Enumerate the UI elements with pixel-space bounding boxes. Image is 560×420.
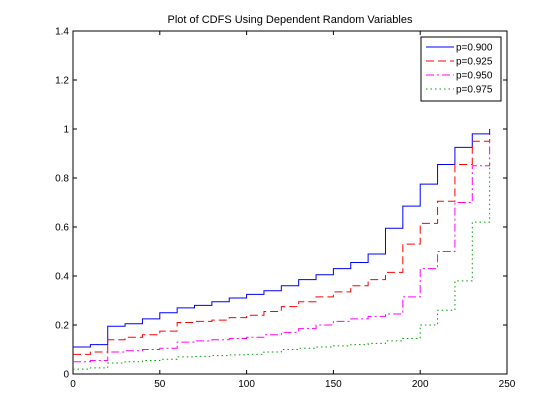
- series-line-2: [73, 133, 491, 355]
- chart-title: Plot of CDFS Using Dependent Random Vari…: [168, 14, 413, 26]
- x-tick-label: 100: [238, 379, 255, 390]
- x-tick-label: 150: [325, 379, 342, 390]
- x-tick-label: 0: [70, 379, 76, 390]
- y-tick-label: 1.2: [55, 76, 69, 87]
- y-tick-label: 0.4: [55, 272, 69, 283]
- series-line-3: [73, 141, 491, 363]
- x-tick-label: 50: [154, 379, 166, 390]
- y-tick-label: 0.2: [55, 321, 69, 332]
- legend-label-2: p=0.925: [456, 57, 493, 68]
- legend: p=0.900 p=0.925 p=0.950 p=0.975: [420, 36, 502, 102]
- series-line-1: [73, 129, 491, 348]
- y-tick-label: 0: [63, 370, 69, 381]
- plot-frame: [72, 30, 508, 375]
- legend-label-3: p=0.950: [456, 71, 493, 82]
- y-tick-label: 1.4: [55, 27, 69, 38]
- y-tick-label: 0.6: [55, 223, 69, 234]
- y-tick-label: 0.8: [55, 174, 69, 185]
- legend-label-4: p=0.975: [456, 85, 493, 96]
- x-tick-label: 200: [412, 379, 429, 390]
- axes: 0 50 100 150 200 250 0 0.2 0.4 0.6 0.8 1 1.2 1.4: [55, 27, 516, 391]
- legend-box: [420, 36, 502, 102]
- series-layer: [73, 129, 491, 370]
- x-tick-label: 250: [499, 379, 516, 390]
- legend-label-1: p=0.900: [456, 43, 493, 54]
- y-tick-label: 1: [63, 125, 69, 136]
